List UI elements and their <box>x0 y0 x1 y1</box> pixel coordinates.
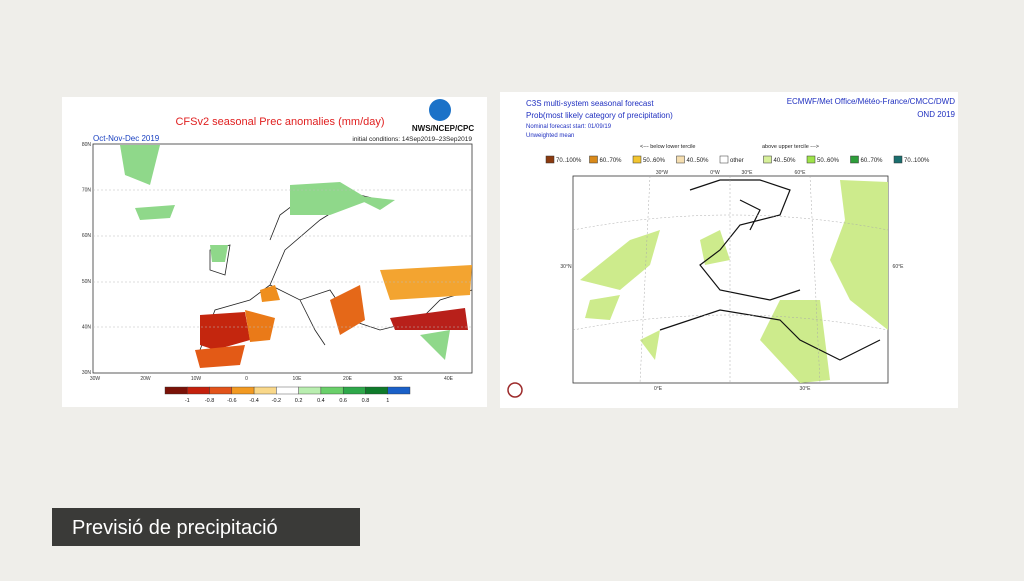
season: OND 2019 <box>917 110 955 119</box>
map-title: CFSv2 seasonal Prec anomalies (mm/day) <box>175 116 384 128</box>
lat-label: 50N <box>82 279 92 285</box>
lat-label: 60N <box>82 233 92 239</box>
colorbar-segment <box>231 386 255 395</box>
lat-label: 80N <box>82 142 92 148</box>
below-label: <--- below lower tercile <box>640 144 695 150</box>
colorbar-label: -1 <box>185 398 190 404</box>
side-label: 30°N <box>560 264 572 270</box>
legend-label: 50..60% <box>643 158 666 164</box>
lat-label: 70N <box>82 188 92 194</box>
colorbar-label: 0.6 <box>339 398 347 404</box>
lon-label: 30°W <box>656 170 669 176</box>
colorbar-label: 0.2 <box>295 398 303 404</box>
colorbar-label: 1 <box>386 398 389 404</box>
legend-label: other <box>730 158 744 164</box>
colorbar-label: -0.2 <box>272 398 281 404</box>
mean: Unweighted mean <box>526 133 574 139</box>
colorbar-segment <box>209 386 233 395</box>
above-label: above upper tercile ---> <box>762 144 819 150</box>
caption-box <box>52 508 360 546</box>
legend-swatch <box>632 155 642 164</box>
legend-swatch <box>806 155 816 164</box>
subtitle: Prob(most likely category of precipitati… <box>526 111 673 120</box>
lon-label: 10E <box>293 376 303 382</box>
title: C3S multi-system seasonal forecast <box>526 99 654 108</box>
colorbar-segment <box>365 386 388 395</box>
lat-label: 30N <box>82 370 92 376</box>
colorbar-label: 0.8 <box>362 398 370 404</box>
lon-label: 20E <box>343 376 353 382</box>
side-label: 60°E <box>893 264 905 270</box>
lon-label: 10W <box>191 376 202 382</box>
start: Nominal forecast start: 01/09/19 <box>526 124 612 130</box>
legend-label: 50..60% <box>817 158 840 164</box>
legend-label: 60..70% <box>600 158 623 164</box>
colorbar-label: -0.8 <box>205 398 214 404</box>
colorbar-segment <box>298 386 322 395</box>
legend-swatch <box>676 155 685 164</box>
lon-label: 30E <box>394 376 404 382</box>
legend-swatch <box>850 155 859 164</box>
lon-label: 0 <box>245 376 248 382</box>
colorbar-segment <box>253 386 277 395</box>
lon-label: 30W <box>90 376 101 382</box>
legend-label: 70..100% <box>556 158 582 164</box>
legend-label: 70..100% <box>904 158 930 164</box>
legend-swatch <box>545 155 555 164</box>
left-map <box>92 143 473 374</box>
colorbar-segment <box>276 386 299 395</box>
lon-label: 20W <box>140 376 151 382</box>
colorbar-segment <box>187 386 210 395</box>
colorbar-segment <box>320 386 344 395</box>
colorbar-segment <box>342 386 366 395</box>
caption: Previsió de precipitació <box>72 517 278 539</box>
legend-swatch <box>589 155 598 164</box>
right-map <box>572 175 889 384</box>
agency: NWS/NCEP/CPC <box>412 124 474 133</box>
lon-label: 0°E <box>654 386 663 392</box>
noaa-logo <box>429 99 451 121</box>
initial: initial conditions: 14Sep2019–23Sep2019 <box>352 136 472 143</box>
legend-label: 40..50% <box>774 158 797 164</box>
colorbar-segment <box>387 386 411 395</box>
centres: ECMWF/Met Office/Météo-France/CMCC/DWD <box>787 97 956 106</box>
c3s-logo <box>507 382 523 398</box>
colorbar-segment <box>164 386 188 395</box>
colorbar-label: -0.4 <box>249 398 258 404</box>
lon-label: 60°E <box>795 170 807 176</box>
colorbar-label: -0.6 <box>227 398 236 404</box>
legend-swatch <box>763 155 772 164</box>
colorbar-label: 0.4 <box>317 398 325 404</box>
legend-label: 60..70% <box>861 158 884 164</box>
lon-label: 30°E <box>800 386 812 392</box>
legend-swatch <box>893 155 903 164</box>
lon-label: 0°W <box>710 170 720 176</box>
period: Oct-Nov-Dec 2019 <box>93 134 160 143</box>
legend-label: 40..50% <box>687 158 710 164</box>
lat-label: 40N <box>82 324 92 330</box>
lon-label: 30°E <box>742 170 754 176</box>
legend-swatch <box>719 155 729 164</box>
lon-label: 40E <box>444 376 454 382</box>
